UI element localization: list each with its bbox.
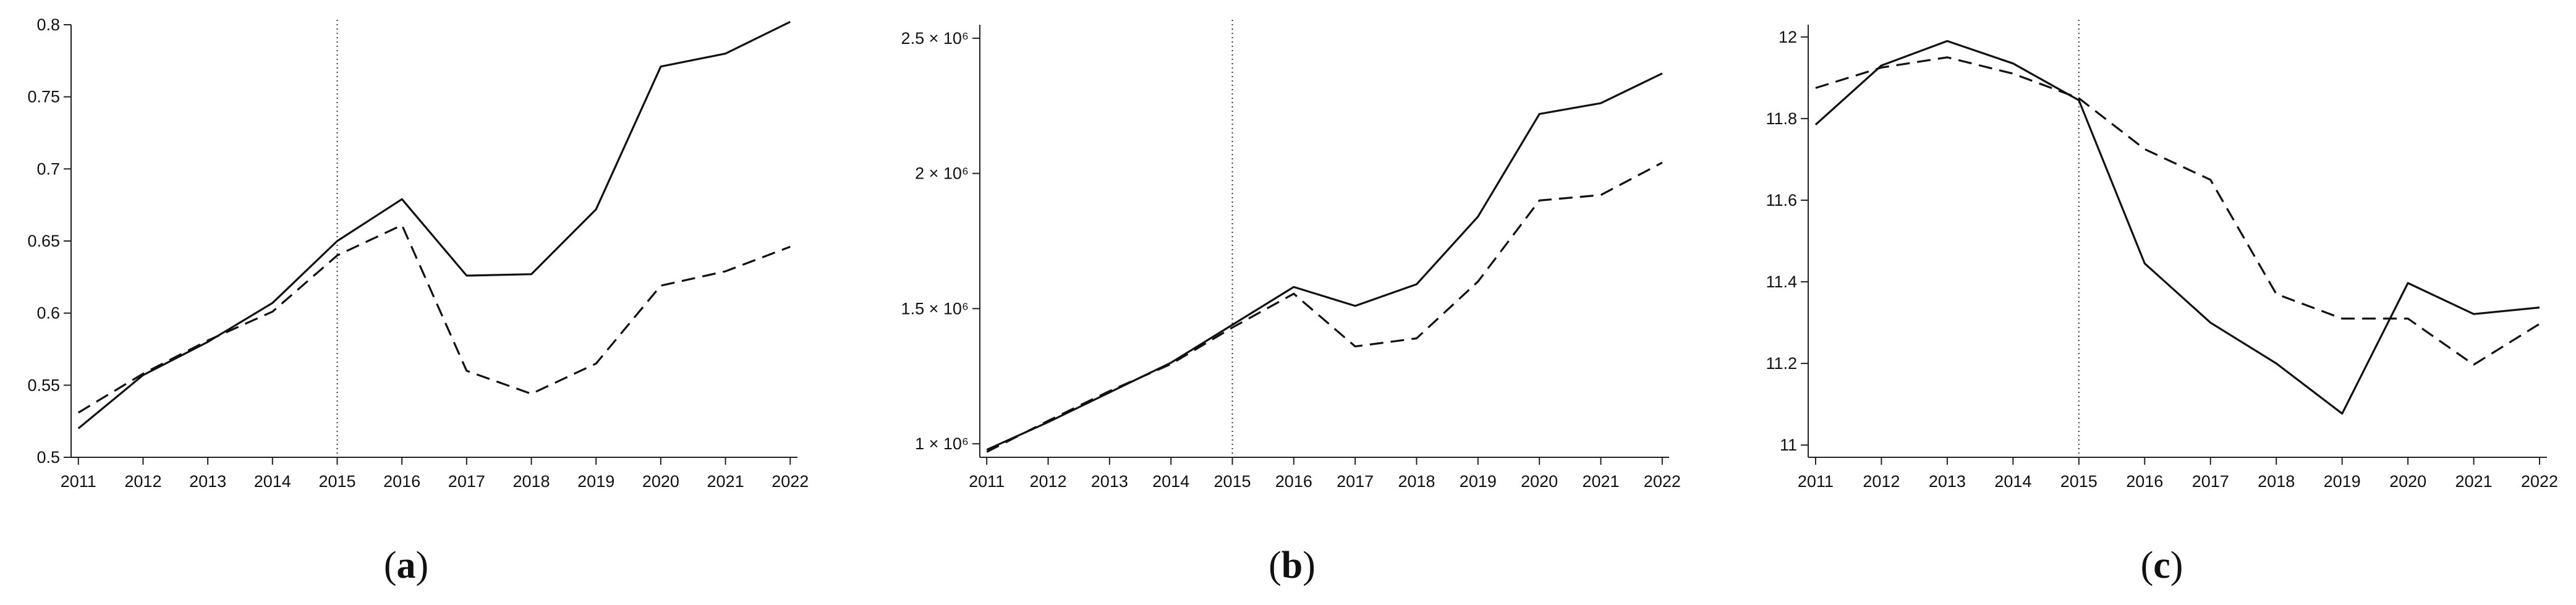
x-tick-label: 2019: [2324, 472, 2361, 491]
x-tick-label: 2017: [448, 472, 485, 491]
x-tick-label: 2015: [318, 472, 355, 491]
x-tick-label: 2013: [189, 472, 226, 491]
x-tick-label: 2013: [1091, 472, 1128, 491]
x-tick-label: 2020: [2389, 472, 2426, 491]
panel-label-b: (b): [1269, 544, 1316, 586]
x-tick-label: 2011: [969, 472, 1005, 491]
x-tick-label: 2018: [2258, 472, 2295, 491]
x-tick-label: 2018: [512, 472, 550, 491]
panel-label-letter: a: [397, 544, 416, 586]
y-tick-label: 11.2: [1766, 354, 1797, 373]
x-tick-label: 2014: [254, 472, 291, 491]
y-tick-label: 0.8: [36, 15, 60, 34]
series-solid-line: [77, 20, 791, 429]
x-tick-label: 2022: [1644, 472, 1681, 491]
x-tick-label: 2018: [1398, 472, 1435, 491]
panel-label-open: (: [1269, 544, 1282, 586]
panel-label-close: ): [1303, 544, 1316, 586]
x-tick-label: 2022: [772, 472, 809, 491]
series-solid-line: [1814, 40, 2540, 415]
y-tick-label: 0.6: [36, 304, 60, 323]
panel-a: 0.5 0.55 0.6 0.65 0.7 0.75 0.8 2011 2012 2013 2014…: [27, 15, 809, 491]
y-tick-label: 11.6: [1766, 191, 1797, 209]
x-tick-label: 2016: [2126, 472, 2163, 491]
panel-label-open: (: [384, 544, 397, 586]
x-tick-label: 2011: [61, 472, 96, 491]
y-tick-label: 0.75: [27, 88, 60, 106]
y-tick-label: 0.5: [36, 448, 60, 467]
panel-label-c: (c): [2141, 544, 2183, 586]
x-tick-label: 2021: [2455, 472, 2493, 491]
panel-label-open: (: [2141, 544, 2154, 586]
x-tick-label: 2014: [1152, 472, 1189, 491]
series-dashed-line: [1815, 56, 2540, 366]
x-tick-label: 2016: [383, 472, 420, 491]
y-tick-label: 0.55: [27, 376, 60, 394]
x-tick-label: 2019: [577, 472, 614, 491]
panel-label-letter: c: [2153, 544, 2170, 586]
x-tick-label: 2019: [1460, 472, 1497, 491]
y-tick-label: 2 × 10⁶: [915, 164, 969, 183]
x-tick-label: 2014: [1994, 472, 2031, 491]
x-tick-label: 2015: [2060, 472, 2098, 491]
y-tick-label: 11.8: [1766, 109, 1797, 128]
x-tick-label: 2020: [1521, 472, 1558, 491]
x-tick-label: 2012: [1029, 472, 1066, 491]
x-tick-label: 2011: [1798, 472, 1834, 491]
y-tick-label: 0.65: [27, 232, 60, 250]
x-tick-label: 2015: [1214, 472, 1251, 491]
x-tick-label: 2021: [707, 472, 744, 491]
x-tick-label: 2020: [642, 472, 679, 491]
y-tick-label: 1.5 × 10⁶: [901, 299, 969, 318]
series-dashed-line: [986, 161, 1663, 453]
x-tick-label: 2021: [1582, 472, 1619, 491]
y-tick-label: 0.7: [36, 159, 60, 178]
y-tick-label: 11.4: [1766, 273, 1797, 291]
panel-c: 11 11.2 11.4 11.6 11.8 12 2011 2012 2013 2014 2015…: [1766, 20, 2558, 491]
panel-label-close: ): [2170, 544, 2183, 586]
panel-label-close: ): [416, 544, 429, 586]
panel-label-a: (a): [384, 544, 428, 586]
x-tick-label: 2017: [1337, 472, 1374, 491]
x-tick-label: 2012: [1863, 472, 1900, 491]
x-tick-label: 2017: [2192, 472, 2229, 491]
x-tick-label: 2016: [1275, 472, 1312, 491]
x-tick-label: 2012: [124, 472, 161, 491]
series-dashed-line: [77, 224, 791, 414]
y-tick-label: 2.5 × 10⁶: [901, 29, 969, 48]
x-tick-label: 2022: [2521, 472, 2558, 491]
x-tick-label: 2013: [1929, 472, 1966, 491]
y-tick-label: 11: [1780, 436, 1797, 454]
panel-b: 1 × 10⁶ 1.5 × 10⁶ 2 × 10⁶ 2.5 × 10⁶ 2011 2012…: [901, 20, 1681, 491]
panel-label-letter: b: [1282, 544, 1303, 586]
y-tick-label: 1 × 10⁶: [915, 434, 969, 453]
series-solid-line: [986, 72, 1663, 451]
y-tick-label: 12: [1779, 28, 1797, 46]
